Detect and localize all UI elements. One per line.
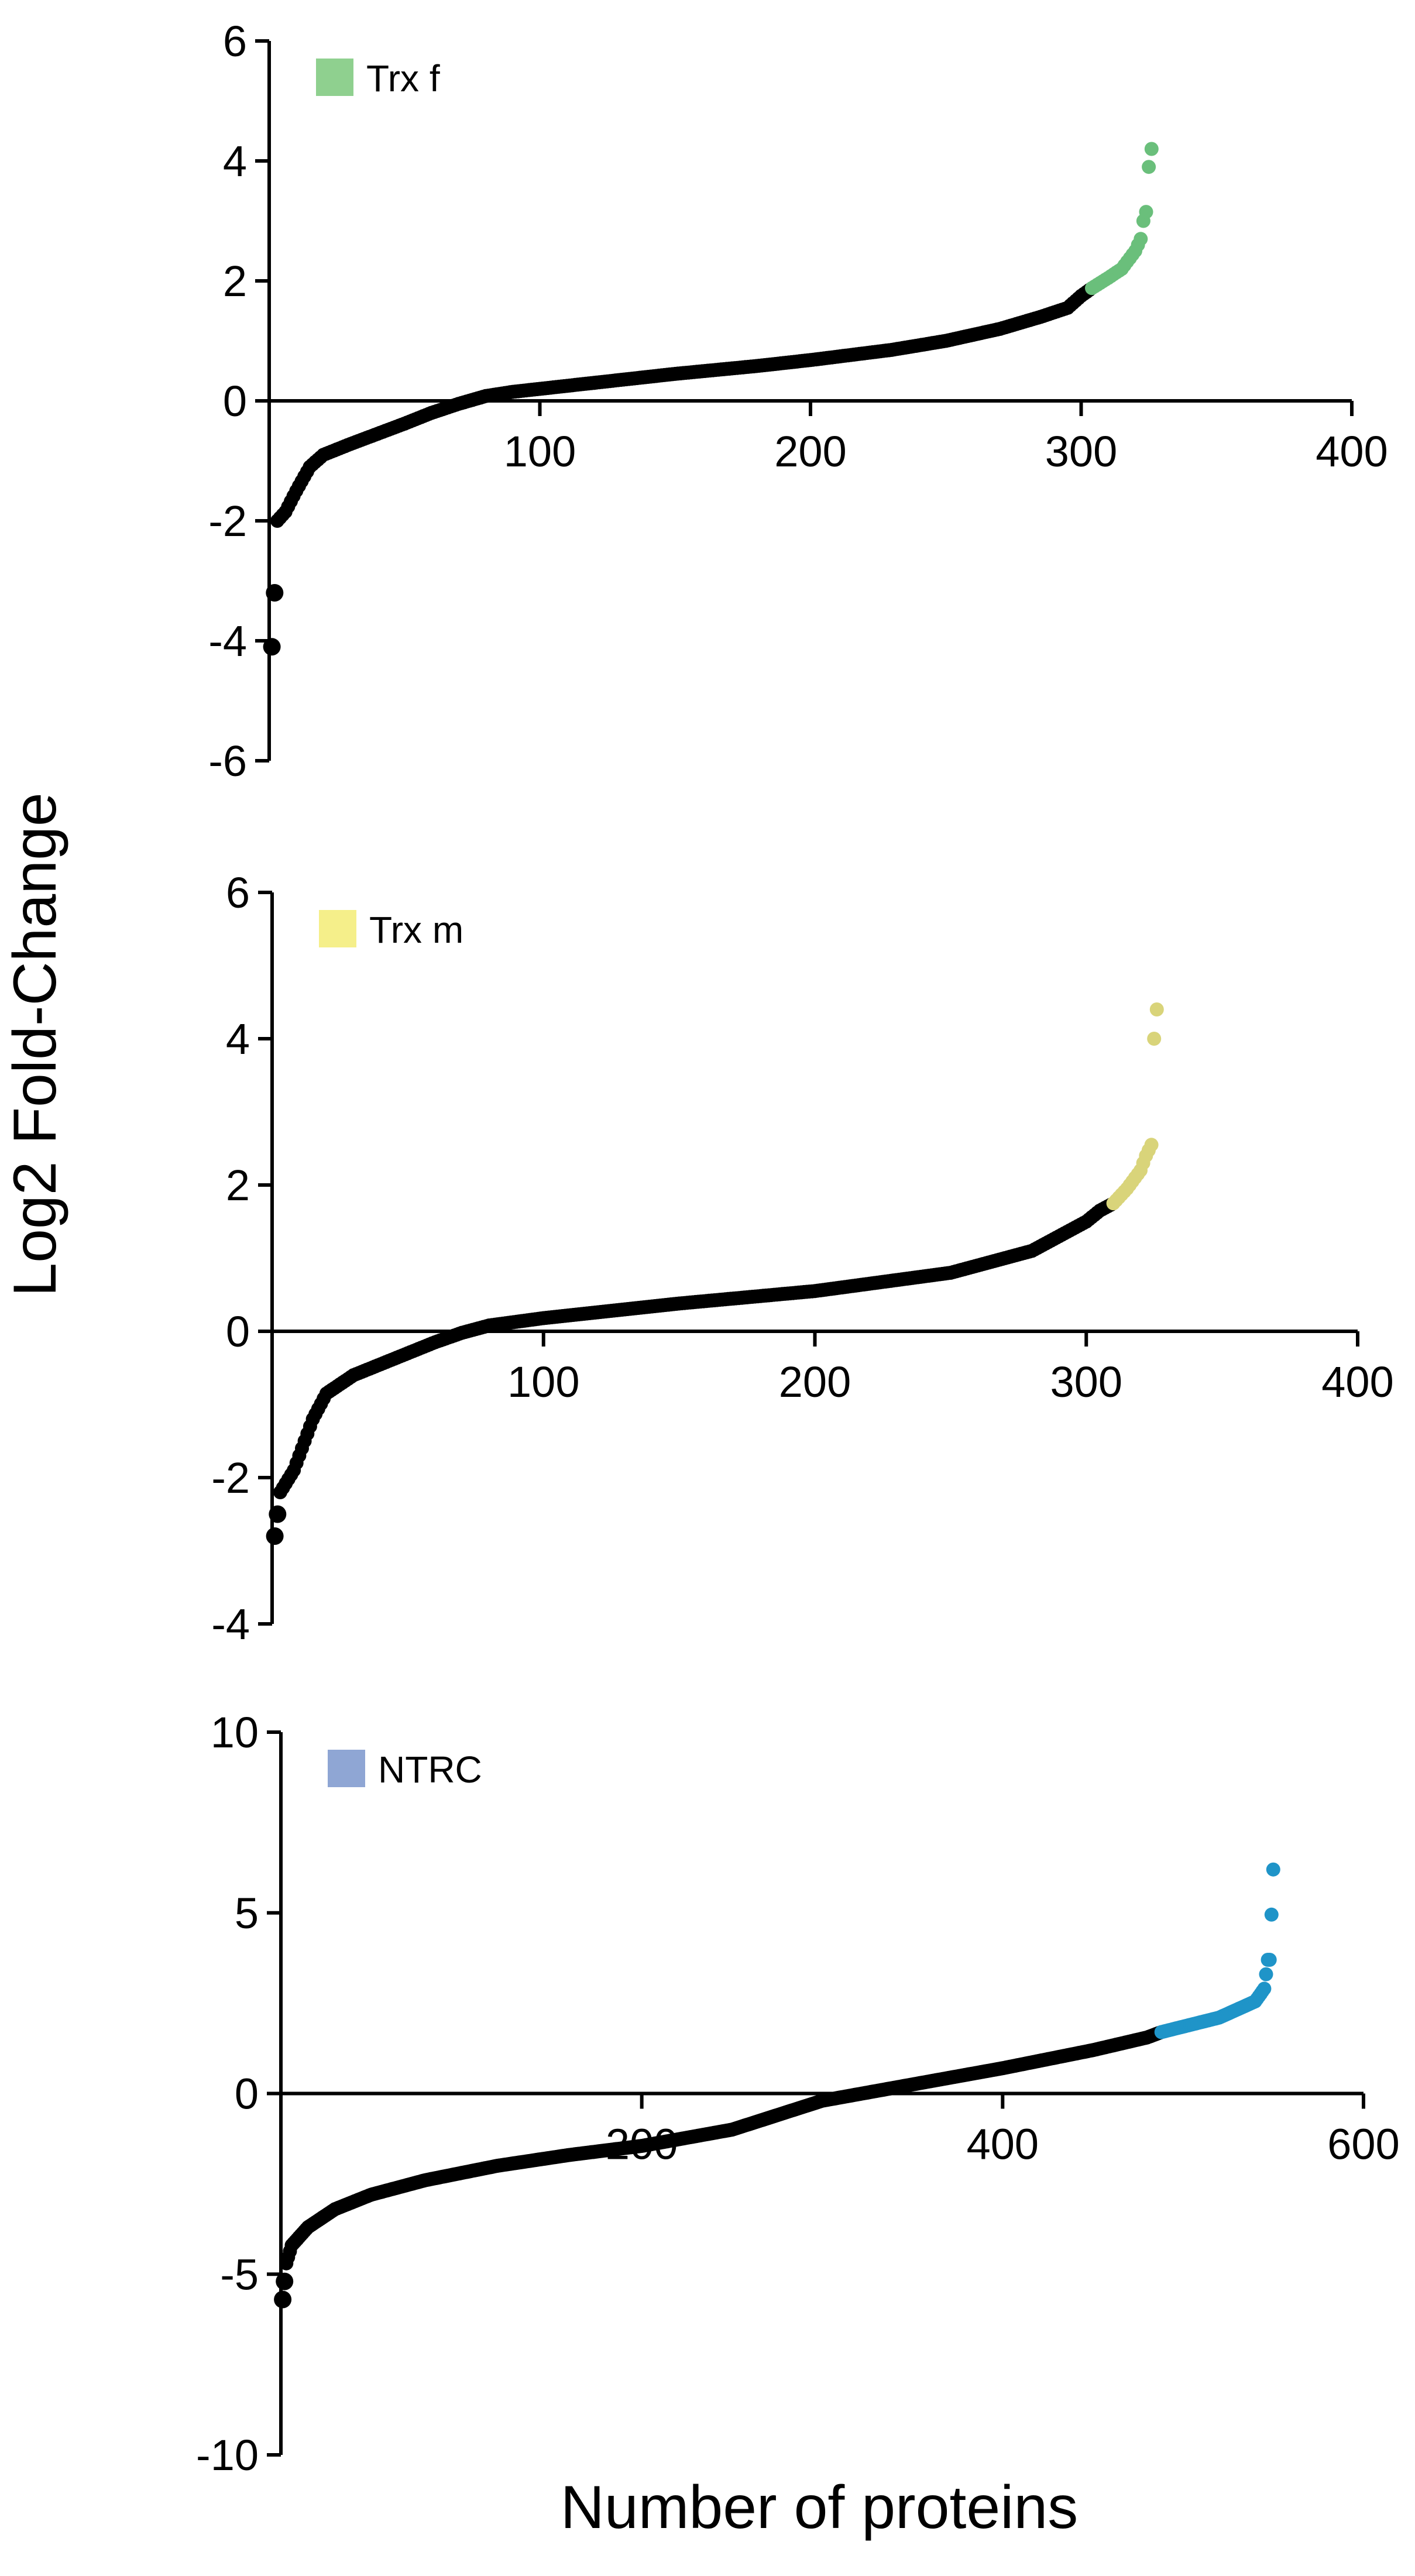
data-point-highlight	[1264, 1907, 1279, 1922]
x-tick-label: 600	[1327, 2120, 1399, 2169]
y-tick-label: 2	[223, 257, 247, 305]
data-points	[266, 1002, 1164, 1545]
y-tick-label: -2	[208, 497, 247, 545]
y-tick-label: 6	[223, 17, 247, 66]
y-tick-label: 5	[235, 1889, 259, 1938]
chart-panel-trx-f: -6 -4 -2 0 2 4 6 100 200 300 400 Trx f	[208, 17, 1388, 785]
data-point-highlight	[1144, 142, 1159, 156]
data-point	[276, 2272, 294, 2290]
x-axis-title: Number of proteins	[561, 2474, 1078, 2541]
data-point-highlight	[1142, 160, 1156, 174]
data-point-highlight	[1139, 205, 1153, 219]
data-point	[274, 2290, 292, 2309]
legend-swatch	[319, 910, 356, 947]
y-tick-label: -10	[196, 2431, 259, 2479]
data-point	[266, 584, 284, 602]
data-point-highlight	[1149, 1002, 1164, 1016]
data-point	[266, 1527, 284, 1545]
data-point-highlight	[1147, 1032, 1162, 1046]
data-point-highlight	[1259, 1967, 1273, 1981]
data-points	[274, 1862, 1280, 2309]
legend-swatch	[316, 59, 353, 96]
x-tick-label: 200	[774, 427, 846, 476]
y-tick-label: 4	[223, 137, 247, 186]
y-tick-label: 0	[226, 1307, 250, 1356]
legend-label: NTRC	[378, 1749, 482, 1791]
x-tick-label: 100	[507, 1358, 579, 1406]
legend-label: Trx m	[369, 909, 463, 951]
data-point-highlight	[1262, 1953, 1277, 1967]
chart-panel-ntrc: -10-50510200400600NTRC	[196, 1708, 1400, 2479]
x-tick-label: 300	[1045, 427, 1117, 476]
data-point-highlight	[1134, 232, 1148, 246]
data-point-highlight	[1266, 1862, 1280, 1877]
y-tick-label: 4	[226, 1015, 250, 1063]
x-tick-label: 400	[967, 2120, 1039, 2169]
y-tick-label: 6	[226, 868, 250, 917]
data-point	[263, 638, 281, 656]
y-tick-label: -5	[220, 2250, 259, 2299]
y-tick-label: -6	[208, 737, 247, 785]
y-tick-label: 0	[235, 2070, 259, 2118]
chart-panel-trx-m: -4 -2 0 2 4 6 100 200 300 400 Trx m	[211, 868, 1394, 1648]
legend-label: Trx f	[366, 57, 440, 99]
y-axis-title: Log2 Fold-Change	[1, 792, 69, 1297]
data-point	[269, 1505, 287, 1523]
legend-swatch	[328, 1750, 365, 1787]
data-point-highlight	[1144, 1138, 1159, 1152]
data-point-highlight	[1257, 1981, 1272, 1996]
y-tick-label: 0	[223, 377, 247, 425]
x-tick-label: 100	[504, 427, 576, 476]
y-tick-label: -4	[211, 1600, 250, 1648]
y-tick-label: -2	[211, 1454, 250, 1502]
y-tick-label: 10	[211, 1708, 259, 1757]
x-tick-label: 400	[1321, 1358, 1393, 1406]
x-tick-label: 200	[779, 1358, 851, 1406]
x-tick-label: 300	[1050, 1358, 1122, 1406]
y-tick-label: -4	[208, 617, 247, 665]
data-points	[263, 142, 1159, 656]
x-tick-label: 400	[1316, 427, 1387, 476]
y-tick-label: 2	[226, 1161, 250, 1210]
